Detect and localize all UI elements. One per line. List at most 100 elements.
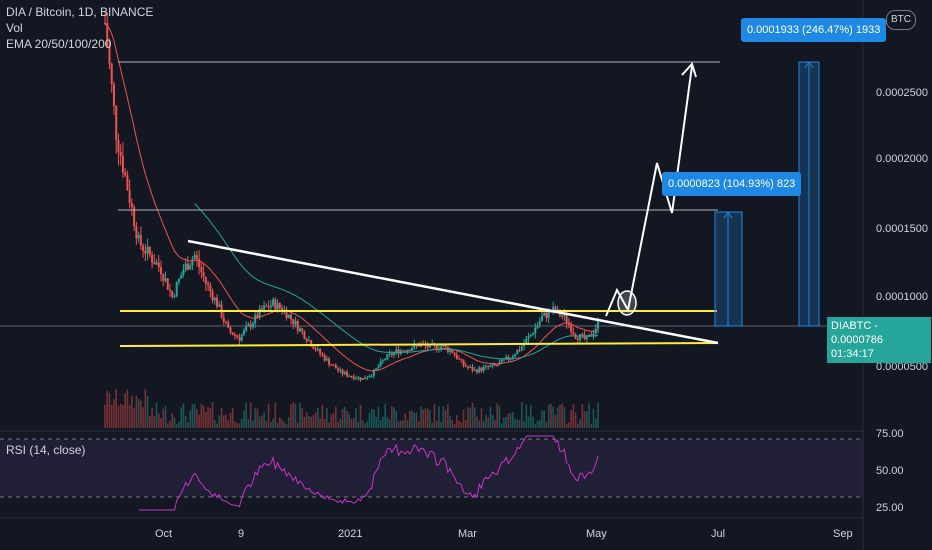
candle-body [370, 375, 373, 377]
volume-bar [303, 416, 306, 428]
candle-body [128, 190, 131, 203]
volume-bar [485, 414, 487, 428]
volume-bar [252, 420, 254, 428]
volume-bar [122, 404, 124, 428]
candle-body [511, 356, 514, 358]
volume-bar [525, 404, 528, 428]
candle-body [428, 344, 431, 348]
candle-body [375, 368, 378, 370]
volume-bar [222, 415, 225, 428]
breakout-circle[interactable] [617, 290, 637, 316]
candle-body [242, 330, 245, 335]
candle-body [112, 84, 115, 106]
candle-body [276, 303, 279, 310]
svg-text:50.00: 50.00 [876, 465, 904, 477]
candle-body [534, 327, 537, 334]
volume-bar [393, 407, 395, 428]
candle-body [572, 332, 575, 335]
candle-body [325, 358, 328, 361]
candle-body [202, 272, 205, 277]
volume-bar [218, 415, 221, 428]
volume-bar [236, 423, 239, 428]
candle-body [395, 349, 398, 353]
candle-body [585, 336, 588, 340]
candle-body [312, 346, 315, 349]
volume-bar [424, 408, 427, 428]
x-tick: May [586, 528, 607, 540]
volume-bar [263, 412, 265, 428]
candle-body [581, 334, 584, 336]
volume-bar [379, 420, 382, 428]
volume-bar [545, 421, 548, 428]
volume-bar [229, 412, 232, 428]
volume-bar [290, 404, 292, 428]
volume-bar [261, 415, 263, 428]
currency-badge[interactable]: BTC [886, 10, 916, 30]
candle-body [166, 278, 169, 290]
candle-body [552, 306, 555, 313]
volume-bar [180, 407, 182, 428]
volume-bar [563, 407, 566, 428]
svg-text:0.0001500: 0.0001500 [876, 223, 928, 235]
candle-body [402, 350, 405, 352]
trend-line[interactable] [187, 239, 719, 345]
volume-bar [534, 423, 537, 428]
candle-body [263, 305, 266, 310]
candle-body [182, 269, 185, 276]
candle-body [195, 255, 198, 259]
candle-body [363, 378, 366, 380]
volume-bar [449, 416, 451, 428]
candle-body [121, 156, 124, 173]
candle-body [563, 313, 566, 317]
candle-body [296, 321, 299, 331]
volume-bar [254, 408, 256, 428]
candle-body [343, 371, 346, 374]
volume-bar [234, 421, 236, 428]
candle-body [240, 334, 243, 341]
volume-bar [406, 420, 409, 428]
candle-body [482, 367, 485, 371]
volume-bar [518, 420, 521, 428]
volume-bar [597, 402, 599, 428]
candle-body [444, 345, 447, 348]
candle-body [334, 365, 337, 369]
volume-bar [422, 409, 425, 428]
x-tick: Oct [155, 528, 172, 540]
volume-bar [220, 407, 223, 428]
volume-bar [285, 423, 288, 428]
volume-bar [169, 420, 171, 428]
volume-bar [258, 416, 261, 428]
candle-body [525, 338, 528, 344]
volume-bar [137, 399, 140, 428]
candle-body [377, 366, 380, 369]
x-tick: 9 [238, 528, 244, 540]
volume-bar [128, 404, 131, 428]
candle-body [135, 226, 138, 239]
volume-bar [106, 390, 109, 428]
volume-bar [305, 412, 308, 428]
volume-bar [444, 410, 447, 428]
volume-bar [588, 403, 590, 428]
volume-bar [402, 420, 404, 428]
candle-body [496, 365, 499, 367]
candle-body [500, 359, 503, 363]
volume-label: Vol [6, 21, 23, 35]
volume-bar [173, 417, 176, 428]
volume-bar [476, 416, 478, 428]
volume-bar [265, 420, 268, 428]
volume-bar [321, 404, 324, 428]
rsi-line [138, 435, 599, 511]
volume-bar [341, 408, 344, 428]
volume-bar [521, 402, 523, 428]
volume-bar [146, 395, 149, 428]
support-line-lower[interactable] [119, 342, 719, 347]
price-text: 0.0000786 [831, 334, 883, 346]
volume-bar [350, 418, 353, 428]
volume-bar [256, 408, 259, 428]
candle-body [285, 309, 288, 318]
candle-body [379, 361, 382, 367]
candle-body [543, 312, 546, 316]
candle-body [361, 378, 364, 380]
volume-bar [196, 409, 198, 428]
